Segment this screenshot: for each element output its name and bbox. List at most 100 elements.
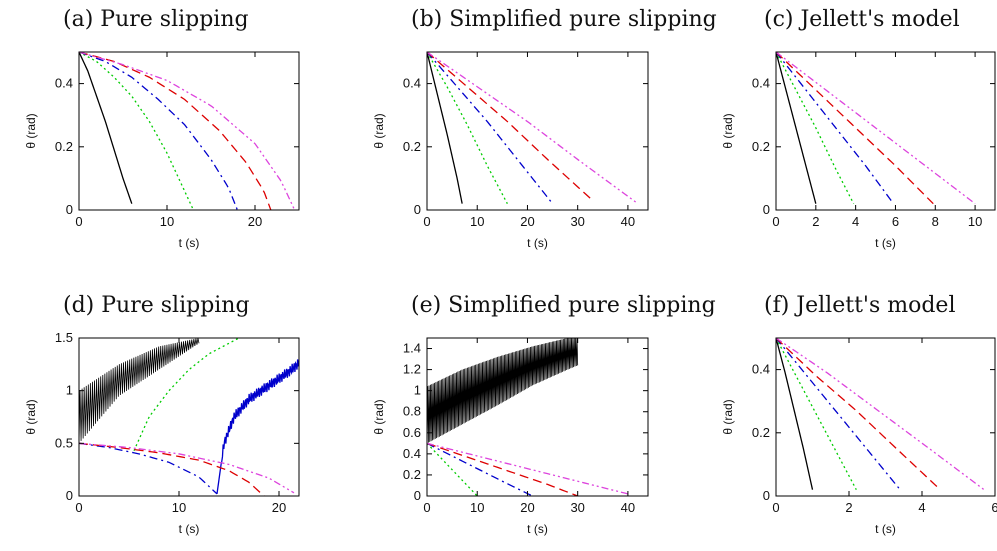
plot-frame [426,51,649,211]
x-tick-label: 20 [272,500,286,515]
x-tick-label: 4 [918,500,925,515]
x-axis-label: t (s) [179,522,200,536]
y-tick-label: 0.2 [403,139,421,154]
series-line-green-1 [133,338,240,451]
series-line-black-0 [79,52,133,204]
y-tick-label: 0.2 [752,139,770,154]
series-group [776,338,985,491]
y-tick-label: 0.4 [55,76,73,91]
y-tick-label: 0 [66,202,73,217]
series-line-magenta-4 [79,52,296,210]
x-axis-label: t (s) [527,236,548,250]
series-line-red-3 [427,442,578,496]
panel-a: (a) Pure slipping 0 10 20 0 0.2 0.4 t (s) θ (rad… [24,7,300,250]
x-tick-label: 20 [520,214,534,229]
panel-title: (c) Jellett's model [764,7,960,32]
series-group [79,338,299,496]
y-tick-label: 0 [763,202,770,217]
series-group [427,338,629,496]
x-tick-label: 0 [75,500,82,515]
panel-title: (e) Simplified pure slipping [411,293,716,318]
panel-title: (b) Simplified pure slipping [411,7,717,32]
series-line-magenta-4 [427,442,629,495]
series-line-black-0 [427,338,579,444]
x-tick-label: 10 [470,214,484,229]
x-axis-label: t (s) [527,522,548,536]
x-tick-label: 40 [621,500,635,515]
series-group [776,52,976,205]
series-line-blue-2 [776,52,894,205]
y-tick-label: 1 [414,383,421,398]
y-tick-label: 0.4 [403,76,421,91]
x-tick-label: 4 [852,214,859,229]
panel-e: (e) Simplified pure slipping 0 10 20 30 40 0 0.… [372,293,716,536]
series-line-green-1 [79,52,194,210]
y-tick-label: 0.2 [403,467,421,482]
series-group [79,52,296,210]
series-line-magenta-4 [776,52,976,205]
y-axis-label: θ (rad) [372,113,386,148]
series-line-blue-2 [427,442,533,496]
y-tick-label: 0.4 [752,362,770,377]
x-tick-label: 0 [772,500,779,515]
x-tick-label: 0 [75,214,82,229]
y-tick-label: 0.8 [403,404,421,419]
series-group [427,52,639,205]
y-axis-label: θ (rad) [372,399,386,434]
x-tick-label: 10 [968,214,982,229]
y-tick-label: 0.5 [55,435,73,450]
series-line-red-3 [427,52,594,202]
series-line-green-1 [427,52,508,204]
y-tick-label: 1.4 [403,341,421,356]
panel-c: (c) Jellett's model 0 2 4 6 8 10 0 0.2 0.4 t (s) θ … [721,7,996,250]
x-tick-label: 30 [570,500,584,515]
y-tick-label: 0 [763,488,770,503]
series-line-black-0 [776,52,817,204]
y-tick-label: 0.6 [403,425,421,440]
y-tick-label: 0 [414,488,421,503]
x-tick-label: 10 [172,500,186,515]
panel-b: (b) Simplified pure slipping 0 10 20 30 40 0 0.… [372,7,717,250]
x-axis-label: t (s) [875,236,896,250]
plot-frame [426,337,649,497]
x-axis-label: t (s) [179,236,200,250]
plot-frame [775,337,996,497]
y-tick-label: 1.2 [403,362,421,377]
series-line-black-0 [776,338,814,490]
y-axis-label: θ (rad) [721,399,735,434]
x-tick-label: 8 [932,214,939,229]
y-axis-label: θ (rad) [24,399,38,434]
series-line-green-1 [427,442,478,496]
series-line-green-1 [776,338,857,490]
x-tick-label: 40 [621,214,635,229]
y-tick-label: 0.4 [752,76,770,91]
series-line-blue-3 [79,442,218,495]
series-line-black-0 [427,52,463,204]
y-axis-label: θ (rad) [721,113,735,148]
x-tick-label: 0 [423,214,430,229]
y-tick-label: 0.2 [752,425,770,440]
series-line-red-3 [79,52,272,210]
panel-title: (a) Pure slipping [63,7,249,32]
x-tick-label: 20 [248,214,262,229]
series-line-magenta-5 [79,442,295,494]
plot-frame [78,337,300,497]
y-tick-label: 0 [66,488,73,503]
x-tick-label: 2 [845,500,852,515]
y-tick-label: 0.2 [55,139,73,154]
x-tick-label: 10 [160,214,174,229]
series-line-blue-2 [216,359,299,494]
x-tick-label: 0 [423,500,430,515]
panel-f: (f) Jellett's model 0 2 4 6 0 0.2 0.4 t (s) θ (ra… [721,293,997,536]
x-tick-label: 2 [812,214,819,229]
plot-frame [78,51,300,211]
x-axis-label: t (s) [875,522,896,536]
series-line-black-0 [79,338,200,444]
x-tick-label: 10 [470,500,484,515]
x-tick-label: 0 [772,214,779,229]
series-line-red-3 [776,338,941,491]
series-line-magenta-4 [427,52,639,205]
y-tick-label: 0 [414,202,421,217]
series-line-red-3 [776,52,934,205]
